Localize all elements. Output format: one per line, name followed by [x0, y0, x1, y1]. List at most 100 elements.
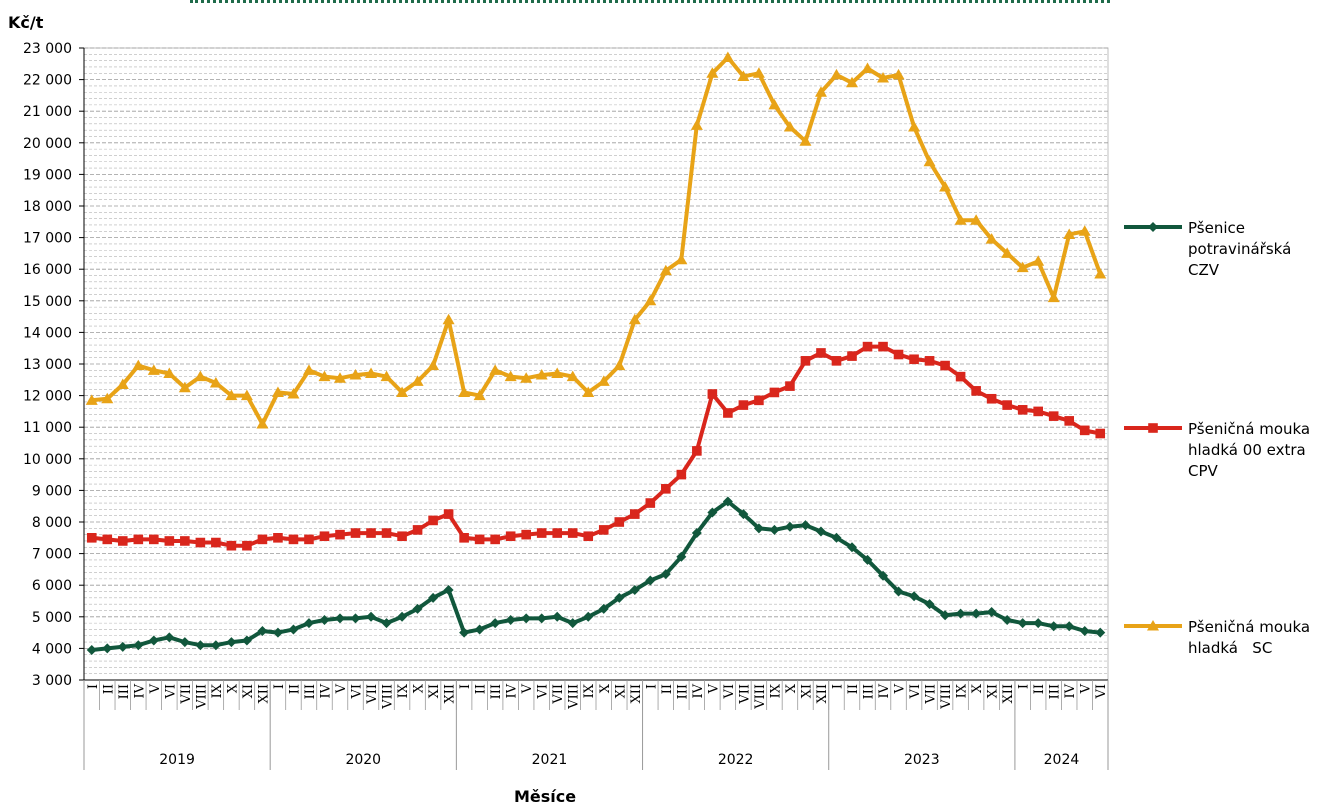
year-label: 2024	[1044, 752, 1080, 768]
y-tick-label: 11 000	[23, 420, 72, 436]
x-tick-label: VII	[551, 684, 566, 705]
y-tick-label: 9 000	[32, 483, 72, 499]
x-tick-label: VI	[722, 684, 737, 700]
data-point	[271, 386, 284, 397]
x-tick-label: III	[1048, 684, 1063, 699]
x-tick-label: I	[86, 684, 101, 689]
y-tick-label: 17 000	[23, 231, 72, 247]
data-point	[783, 121, 796, 132]
data-point	[815, 526, 826, 537]
data-point	[335, 529, 345, 540]
data-point	[567, 528, 578, 538]
data-point	[133, 640, 144, 651]
y-tick-label: 21 000	[23, 104, 72, 120]
data-point	[319, 531, 330, 542]
data-point	[350, 528, 361, 538]
x-tick-label: IV	[1063, 683, 1078, 698]
x-tick-label: VIII	[194, 684, 209, 710]
x-tick-label: VI	[536, 684, 551, 700]
data-point	[692, 446, 702, 456]
data-point	[737, 70, 750, 81]
data-point	[86, 533, 97, 543]
data-point	[877, 72, 890, 83]
data-point	[1064, 416, 1075, 426]
data-point	[163, 367, 176, 378]
data-point	[769, 524, 780, 535]
legend-label: hladká 00 extra	[1188, 441, 1306, 459]
x-tick-label: VI	[350, 684, 365, 700]
data-point	[350, 613, 361, 624]
data-point	[195, 537, 206, 548]
data-point	[878, 341, 888, 352]
y-tick-label: 10 000	[23, 452, 72, 468]
data-point	[784, 521, 795, 532]
x-tick-label: V	[1079, 683, 1094, 694]
y-tick-label: 23 000	[23, 41, 72, 57]
data-point	[240, 389, 253, 401]
x-tick-label: VII	[924, 684, 939, 705]
year-label: 2023	[904, 752, 940, 768]
data-point	[366, 528, 376, 538]
x-tick-label: XII	[1001, 684, 1016, 704]
data-point	[116, 378, 129, 390]
data-point	[769, 387, 780, 398]
x-tick-label: VIII	[567, 684, 582, 710]
data-point	[117, 641, 128, 652]
data-point	[738, 509, 749, 520]
data-point	[1017, 618, 1028, 629]
data-point	[256, 418, 269, 429]
series-line	[91, 499, 1101, 652]
data-point	[862, 554, 873, 565]
data-point	[132, 359, 145, 371]
x-tick-label: VII	[737, 684, 752, 705]
data-point	[505, 614, 516, 625]
data-point	[629, 584, 640, 595]
data-point	[1002, 400, 1012, 410]
data-point	[629, 509, 640, 519]
data-point	[691, 528, 702, 539]
data-point	[302, 364, 315, 375]
y-tick-label: 22 000	[23, 73, 72, 89]
data-point	[707, 389, 718, 399]
data-point	[1016, 261, 1029, 273]
data-point	[164, 536, 175, 546]
x-tick-label: I	[272, 684, 287, 689]
data-point	[955, 608, 966, 619]
data-point	[1078, 225, 1091, 236]
data-point	[179, 637, 190, 648]
data-point	[721, 51, 734, 62]
data-point	[893, 586, 904, 597]
data-point	[800, 356, 811, 366]
data-point	[645, 498, 656, 508]
title-strip-decoration	[190, 0, 1110, 6]
year-label: 2021	[532, 752, 568, 768]
data-point	[1048, 621, 1059, 632]
data-point	[971, 386, 981, 396]
data-point	[102, 643, 113, 654]
data-point	[86, 644, 97, 655]
data-point	[411, 375, 424, 386]
data-point	[536, 613, 547, 624]
year-label: 2019	[159, 752, 195, 768]
data-point	[195, 640, 206, 651]
x-tick-label: IX	[768, 683, 783, 698]
x-tick-label: X	[784, 683, 799, 693]
x-tick-label: XII	[815, 684, 830, 704]
data-point	[753, 523, 764, 534]
y-tick-label: 13 000	[23, 357, 72, 373]
data-point	[380, 370, 393, 382]
data-point	[535, 369, 548, 380]
data-point	[335, 613, 345, 624]
x-tick-label: III	[489, 684, 504, 699]
data-point	[211, 537, 221, 548]
data-point	[675, 253, 688, 265]
year-label: 2020	[345, 752, 381, 768]
y-tick-label: 5 000	[32, 610, 72, 626]
x-tick-label: IV	[877, 683, 892, 698]
data-point	[567, 618, 578, 629]
x-tick-label: IV	[691, 683, 706, 698]
data-point	[164, 632, 175, 643]
data-point	[520, 372, 533, 383]
data-point	[318, 370, 331, 382]
